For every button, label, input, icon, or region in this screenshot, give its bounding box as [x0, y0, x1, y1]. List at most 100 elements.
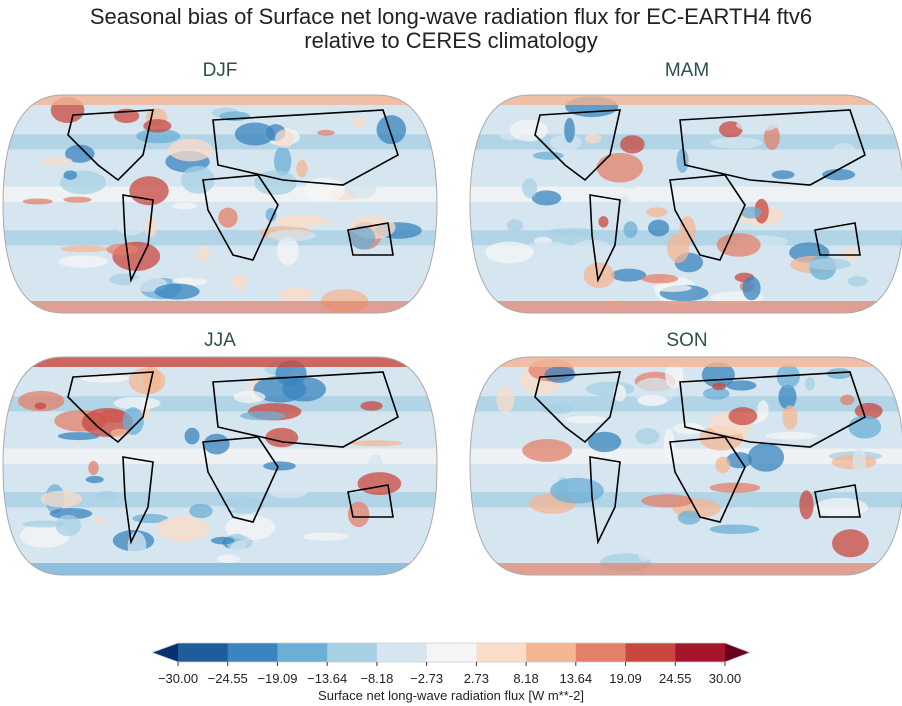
bias-field-blob: [57, 432, 100, 441]
bias-field-blob: [156, 515, 210, 542]
bias-field-blob: [590, 458, 614, 469]
bias-field-blob: [637, 394, 667, 407]
bias-field-blob: [181, 166, 215, 194]
bias-field-blob: [268, 483, 308, 499]
bias-field-blob: [573, 239, 612, 256]
bias-field-blob: [113, 396, 161, 410]
bias-field-blob: [587, 431, 622, 453]
colorbar-extend-min: [152, 643, 178, 662]
bias-field-blob: [93, 517, 107, 525]
coastline: [122, 456, 154, 545]
bias-field-blob: [847, 276, 868, 287]
colorbar-tick-label: 2.73: [463, 671, 490, 686]
colorbar-tick-label: −24.55: [207, 671, 248, 686]
coastline: [534, 371, 622, 444]
bias-field-blob: [22, 198, 53, 205]
bias-field-blob: [663, 428, 675, 459]
bias-field-blob: [122, 407, 144, 436]
bias-field-blob: [63, 170, 78, 180]
bias-field-blob: [273, 146, 292, 176]
bias-field-blob: [276, 236, 299, 266]
bias-field-blob: [187, 271, 217, 280]
bias-field-blob: [277, 287, 315, 302]
bias-field-blob: [349, 225, 376, 250]
bias-field-blob: [40, 490, 82, 508]
bias-field-blob: [527, 241, 568, 250]
bias-field-blob: [620, 135, 645, 154]
bias-field-blob: [485, 241, 534, 264]
bias-field-blob: [116, 218, 146, 236]
coastline: [814, 484, 861, 518]
bias-field-blob: [154, 283, 200, 300]
bias-field-blob: [763, 124, 780, 151]
colorbar: [150, 642, 752, 666]
bias-field-blob: [652, 284, 692, 292]
bias-field-blob: [712, 382, 727, 391]
bias-field-blob: [506, 219, 523, 232]
bias-field-blob: [217, 554, 240, 563]
bias-field-blob: [522, 439, 573, 462]
bias-field-blob: [848, 415, 882, 439]
colorbar-tick-label: 24.55: [658, 671, 692, 686]
colorbar-tick-label: 8.18: [513, 671, 539, 686]
bias-field-blob: [583, 262, 615, 289]
bias-field-blob: [532, 151, 564, 160]
map-border: [469, 94, 902, 314]
coastline: [679, 371, 866, 448]
colorbar-tick-label: 13.64: [559, 671, 593, 686]
figure-title-line1: Seasonal bias of Surface net long-wave r…: [89, 4, 813, 29]
bias-field-blob: [350, 440, 403, 447]
bias-field-blob: [233, 390, 266, 404]
bias-field-blob: [17, 390, 65, 412]
bias-field-blob: [360, 401, 383, 411]
bias-field-blob: [742, 276, 761, 301]
colorbar-bin: [426, 643, 477, 662]
map-panel-jja: [2, 356, 438, 576]
bias-field-blob: [317, 129, 335, 136]
colorbar-bin: [227, 643, 278, 662]
bias-field-blob: [804, 377, 816, 391]
bias-field-blob: [549, 134, 583, 151]
bias-field-blob: [547, 228, 599, 237]
bias-field-blob: [641, 494, 693, 508]
bias-field-blob: [747, 443, 785, 472]
bias-field-blob: [357, 472, 402, 496]
colorbar-bin: [178, 643, 229, 662]
bias-field-blob: [715, 456, 731, 474]
bias-field-blob: [701, 362, 735, 388]
coastline: [589, 456, 621, 545]
bias-field-blob: [368, 454, 383, 472]
coastline: [534, 109, 622, 182]
coastline: [67, 371, 155, 444]
bias-field-blob: [646, 207, 668, 217]
colorbar-tick-label: −8.18: [360, 671, 394, 686]
bias-field-blob: [814, 497, 868, 517]
bias-field-blob: [49, 507, 93, 520]
bias-field-blob: [229, 539, 264, 560]
bias-field-blob: [782, 405, 798, 430]
bias-field-blob: [88, 460, 99, 476]
bias-field-blob: [726, 380, 757, 391]
bias-field-blob: [778, 384, 797, 410]
bias-field-blob: [648, 219, 670, 237]
bias-field-blob: [676, 148, 689, 173]
bias-field-blob: [184, 427, 200, 445]
bias-field-blob: [585, 381, 635, 397]
panel-title-jja: JJA: [204, 330, 236, 351]
bias-field-blob: [203, 433, 230, 455]
bias-field-blob: [709, 524, 760, 534]
bias-field-blob: [677, 510, 701, 525]
bias-field-blob: [265, 427, 299, 448]
bias-field-blob: [596, 152, 644, 183]
bias-field-blob: [352, 116, 366, 128]
colorbar-bin: [277, 643, 328, 662]
bias-field-blob: [765, 431, 817, 440]
coastline: [122, 194, 154, 283]
bias-field-blob: [538, 536, 590, 563]
bias-field-blob: [702, 387, 730, 400]
figure-title-line2: relative to CERES climatology: [304, 28, 598, 53]
colorbar-bin: [476, 643, 527, 662]
bias-field-blob: [60, 245, 108, 253]
bias-field-blob: [716, 233, 761, 257]
colorbar-bin: [526, 643, 577, 662]
